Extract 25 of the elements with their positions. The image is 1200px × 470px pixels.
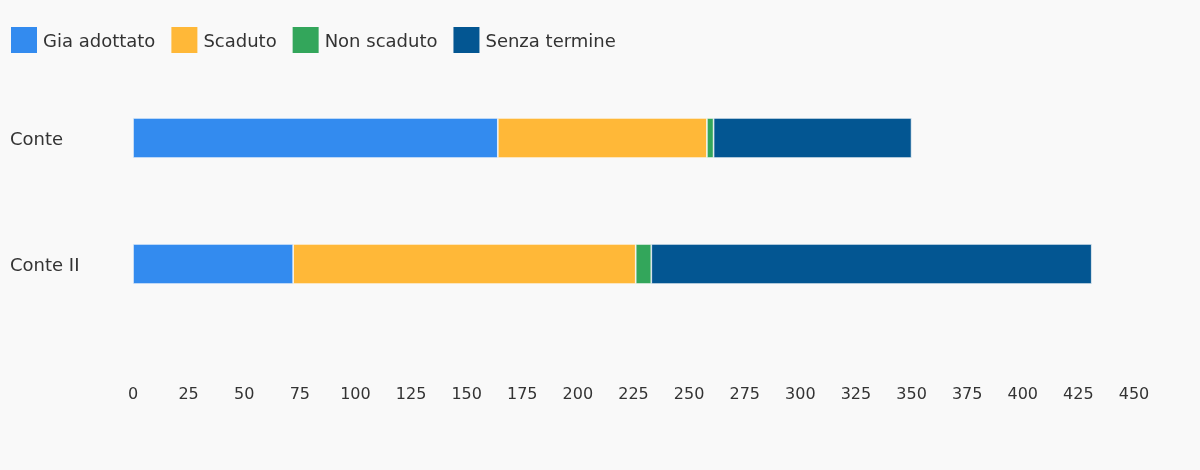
y-tick-label: Conte II [10,253,80,275]
legend-label: Senza termine [485,29,616,51]
x-tick-label: 450 [1118,383,1150,403]
x-tick-label: 75 [289,383,311,403]
x-tick-label: 325 [840,383,872,403]
x-tick-label: 25 [178,383,199,403]
legend-label: Non scaduto [324,29,438,51]
x-tick-label: 375 [951,383,983,403]
legend-label: Scaduto [203,29,277,51]
y-tick-label: Conte [10,127,64,149]
x-tick-label: 50 [234,383,255,403]
x-tick-label: 225 [618,383,649,403]
x-tick-label: 100 [340,383,371,403]
x-tick-label: 150 [451,383,482,403]
legend-label: Gia adottato [43,29,156,51]
x-tick-label: 175 [507,383,538,403]
x-tick-label: 275 [729,383,760,403]
x-tick-label: 400 [1007,383,1039,403]
x-tick-label: 200 [562,383,594,403]
x-tick-label: 350 [896,383,927,403]
x-tick-label: 425 [1063,383,1094,403]
x-tick-label: 125 [395,383,427,403]
x-tick-label: 250 [673,383,705,403]
x-tick-label: 300 [785,383,816,403]
x-tick-label: 0 [127,383,139,403]
